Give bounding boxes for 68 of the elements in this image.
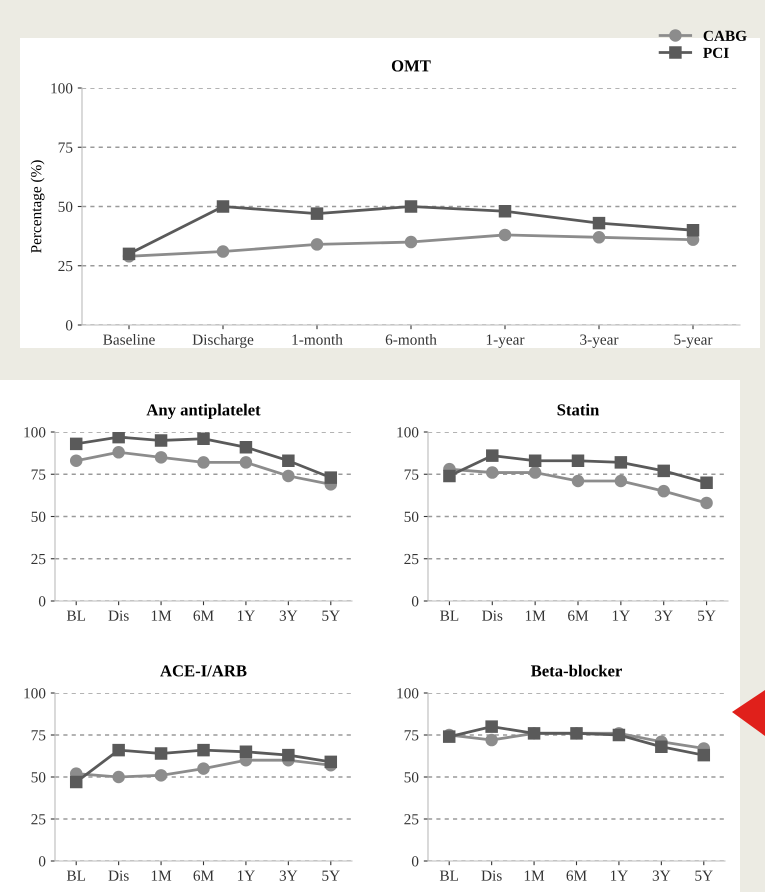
legend-label: PCI [703, 48, 729, 58]
x-tick-label: 1Y [238, 610, 255, 621]
x-tick-label: 3-year [580, 334, 618, 348]
chart-title: OMT [392, 60, 431, 72]
y-tick-label: 50 [404, 772, 418, 782]
y-tick-label: 100 [397, 688, 418, 698]
y-tick-label: 0 [38, 596, 46, 606]
x-tick-label: 5Y [695, 870, 713, 881]
y-tick-label: 75 [404, 730, 418, 740]
y-tick-label: 50 [32, 512, 46, 522]
chart-title: Statin [558, 404, 600, 416]
y-tick-label: 75 [58, 142, 72, 153]
y-tick-label: 25 [31, 554, 46, 564]
y-tick-label: 75 [404, 470, 418, 480]
x-tick-label: 1-month [292, 334, 343, 345]
y-tick-label: 75 [32, 730, 46, 740]
x-tick-label: 1-year [486, 334, 524, 348]
x-tick-label: 1M [526, 610, 546, 621]
x-tick-label: 3Y [280, 610, 298, 621]
x-tick-label: 5-year [674, 334, 712, 348]
x-tick-label: 1M [152, 610, 172, 621]
x-tick-label: Baseline [103, 334, 155, 345]
chart-title: Beta-blocker [530, 664, 622, 676]
x-tick-label: 1Y [238, 870, 255, 881]
x-tick-label: Dis [108, 870, 129, 881]
x-tick-label: 5Y [698, 610, 716, 621]
x-tick-label: 5Y [322, 870, 340, 881]
y-tick-label: 75 [32, 470, 46, 480]
x-tick-label: 1Y [610, 870, 628, 881]
y-axis-title: Percentage (%) [30, 160, 44, 253]
y-tick-label: 100 [24, 427, 46, 438]
y-tick-label: 0 [412, 596, 418, 606]
y-tick-label: 50 [32, 772, 46, 782]
y-tick-label: 100 [397, 427, 418, 438]
x-tick-label: 1M [152, 870, 172, 881]
y-tick-label: 100 [51, 83, 72, 94]
x-tick-label: 1Y [612, 610, 630, 621]
x-tick-label: Discharge [192, 334, 254, 348]
x-tick-label: 3Y [280, 870, 298, 881]
x-tick-label: 5Y [322, 610, 340, 621]
y-tick-label: 0 [412, 856, 418, 866]
x-tick-label: 6M [194, 610, 214, 621]
y-tick-label: 0 [66, 320, 72, 330]
x-tick-label: BL [440, 870, 458, 881]
x-tick-label: BL [66, 870, 86, 881]
x-tick-label: 1M [524, 870, 544, 881]
y-tick-label: 25 [404, 814, 418, 824]
chart-title: Any antiplatelet [146, 404, 261, 419]
y-tick-label: 50 [404, 512, 418, 522]
x-tick-label: 6-month [386, 334, 437, 345]
x-tick-label: Dis [108, 610, 129, 621]
legend-label: CABG [704, 30, 747, 41]
x-tick-label: 6M [568, 610, 588, 621]
x-tick-label: 6M [566, 870, 587, 881]
y-tick-label: 50 [58, 202, 72, 212]
y-tick-label: 25 [31, 814, 46, 824]
x-tick-label: 3Y [652, 870, 670, 881]
x-tick-label: 6M [194, 870, 214, 881]
x-tick-label: Dis [482, 610, 502, 621]
x-tick-label: BL [66, 610, 86, 621]
y-tick-label: 0 [38, 856, 46, 866]
chart-title: ACE-I/ARB [160, 665, 247, 676]
y-tick-label: 25 [404, 554, 418, 564]
x-tick-label: Dis [481, 870, 502, 881]
x-tick-label: BL [440, 610, 458, 621]
x-tick-label: 3Y [655, 610, 673, 621]
y-tick-label: 100 [24, 688, 46, 698]
y-tick-label: 25 [58, 260, 72, 272]
